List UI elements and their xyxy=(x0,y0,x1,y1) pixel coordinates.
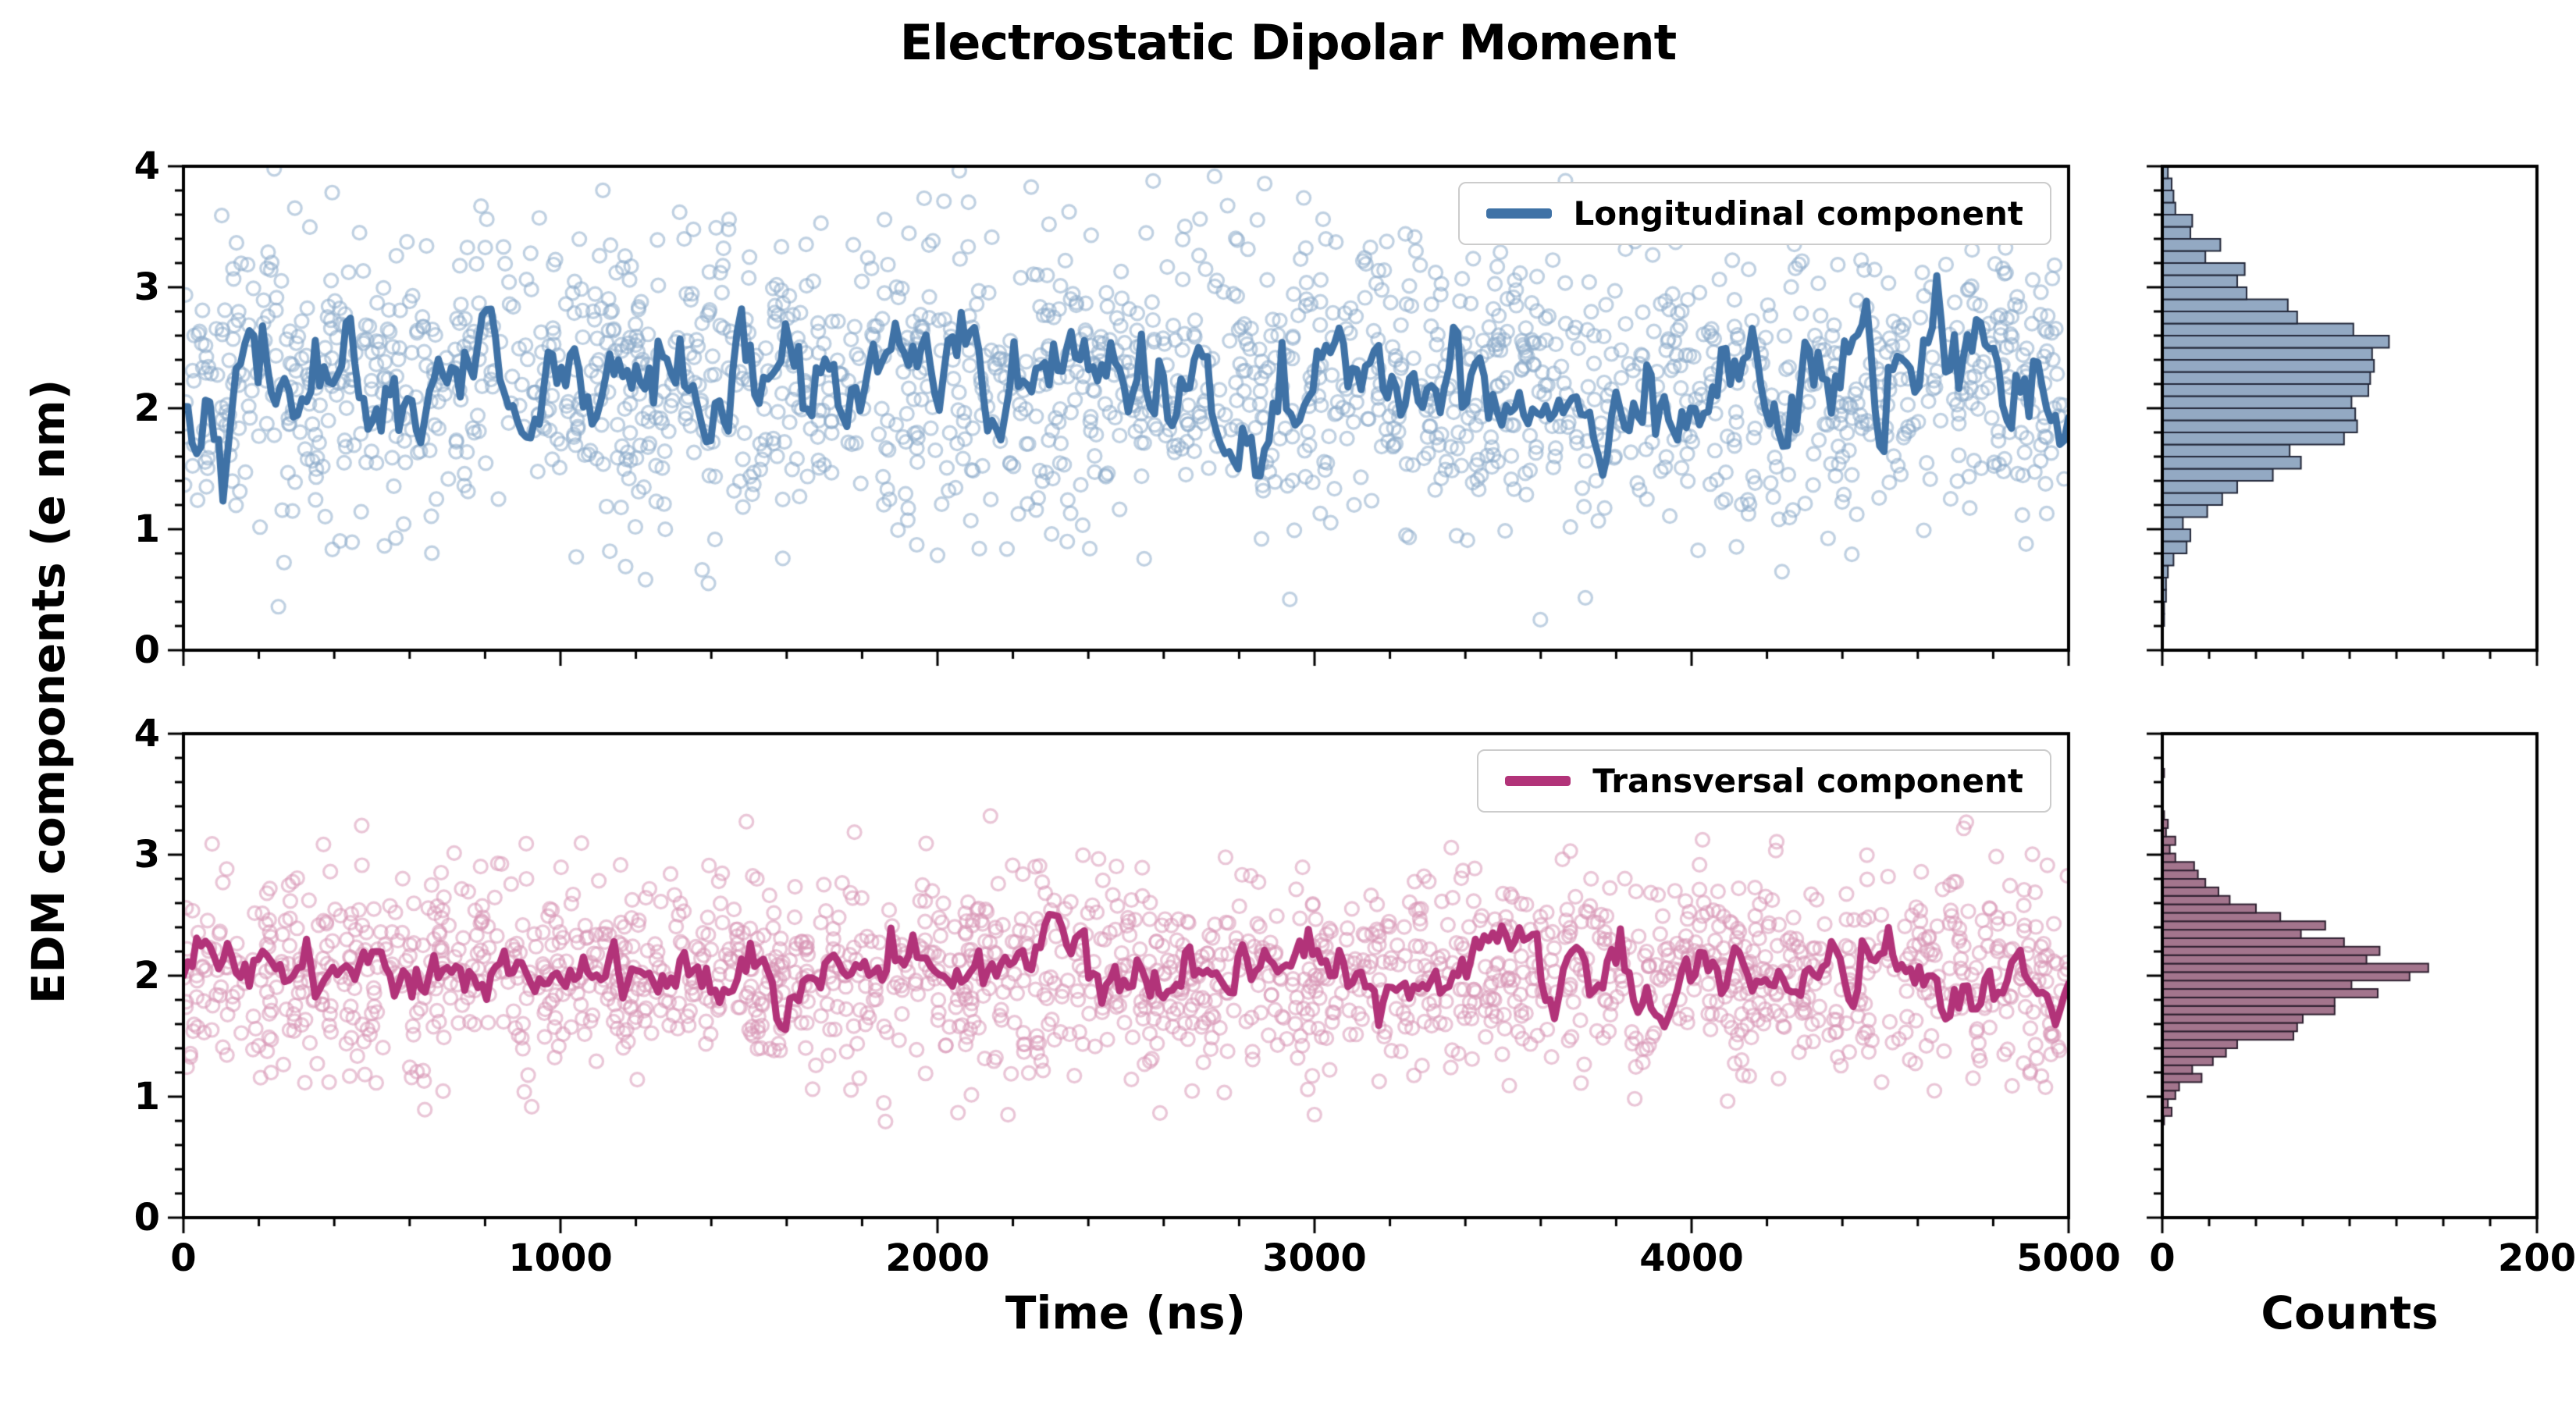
x-tick-label: 5000 xyxy=(2016,1236,2121,1280)
y-tick-label: 0 xyxy=(133,1196,160,1240)
chart-title: Electrostatic Dipolar Moment xyxy=(899,14,1678,71)
y-tick-label: 2 xyxy=(133,386,160,430)
x-tick-label: 1000 xyxy=(508,1236,613,1280)
counts-tick-label: 0 xyxy=(2149,1236,2176,1280)
counts-tick-label: 200 xyxy=(2497,1236,2576,1280)
y-tick-label: 3 xyxy=(133,833,160,877)
y-tick-label: 4 xyxy=(133,144,160,188)
y-tick-label: 0 xyxy=(133,628,160,672)
y-tick-label: 4 xyxy=(133,712,160,756)
y-tick-label: 2 xyxy=(133,954,160,998)
x-tick-label: 0 xyxy=(170,1236,197,1280)
y-axis-label: EDM components (e nm) xyxy=(22,379,75,1005)
y-tick-label: 1 xyxy=(133,507,160,551)
y-tick-label: 3 xyxy=(133,265,160,309)
x-axis-label: Time (ns) xyxy=(1005,1286,1247,1339)
y-tick-label: 1 xyxy=(133,1075,160,1119)
x-tick-label: 3000 xyxy=(1262,1236,1367,1280)
counts-axis-label: Counts xyxy=(2261,1286,2439,1339)
x-tick-label: 2000 xyxy=(885,1236,990,1280)
x-tick-label: 4000 xyxy=(1639,1236,1744,1280)
